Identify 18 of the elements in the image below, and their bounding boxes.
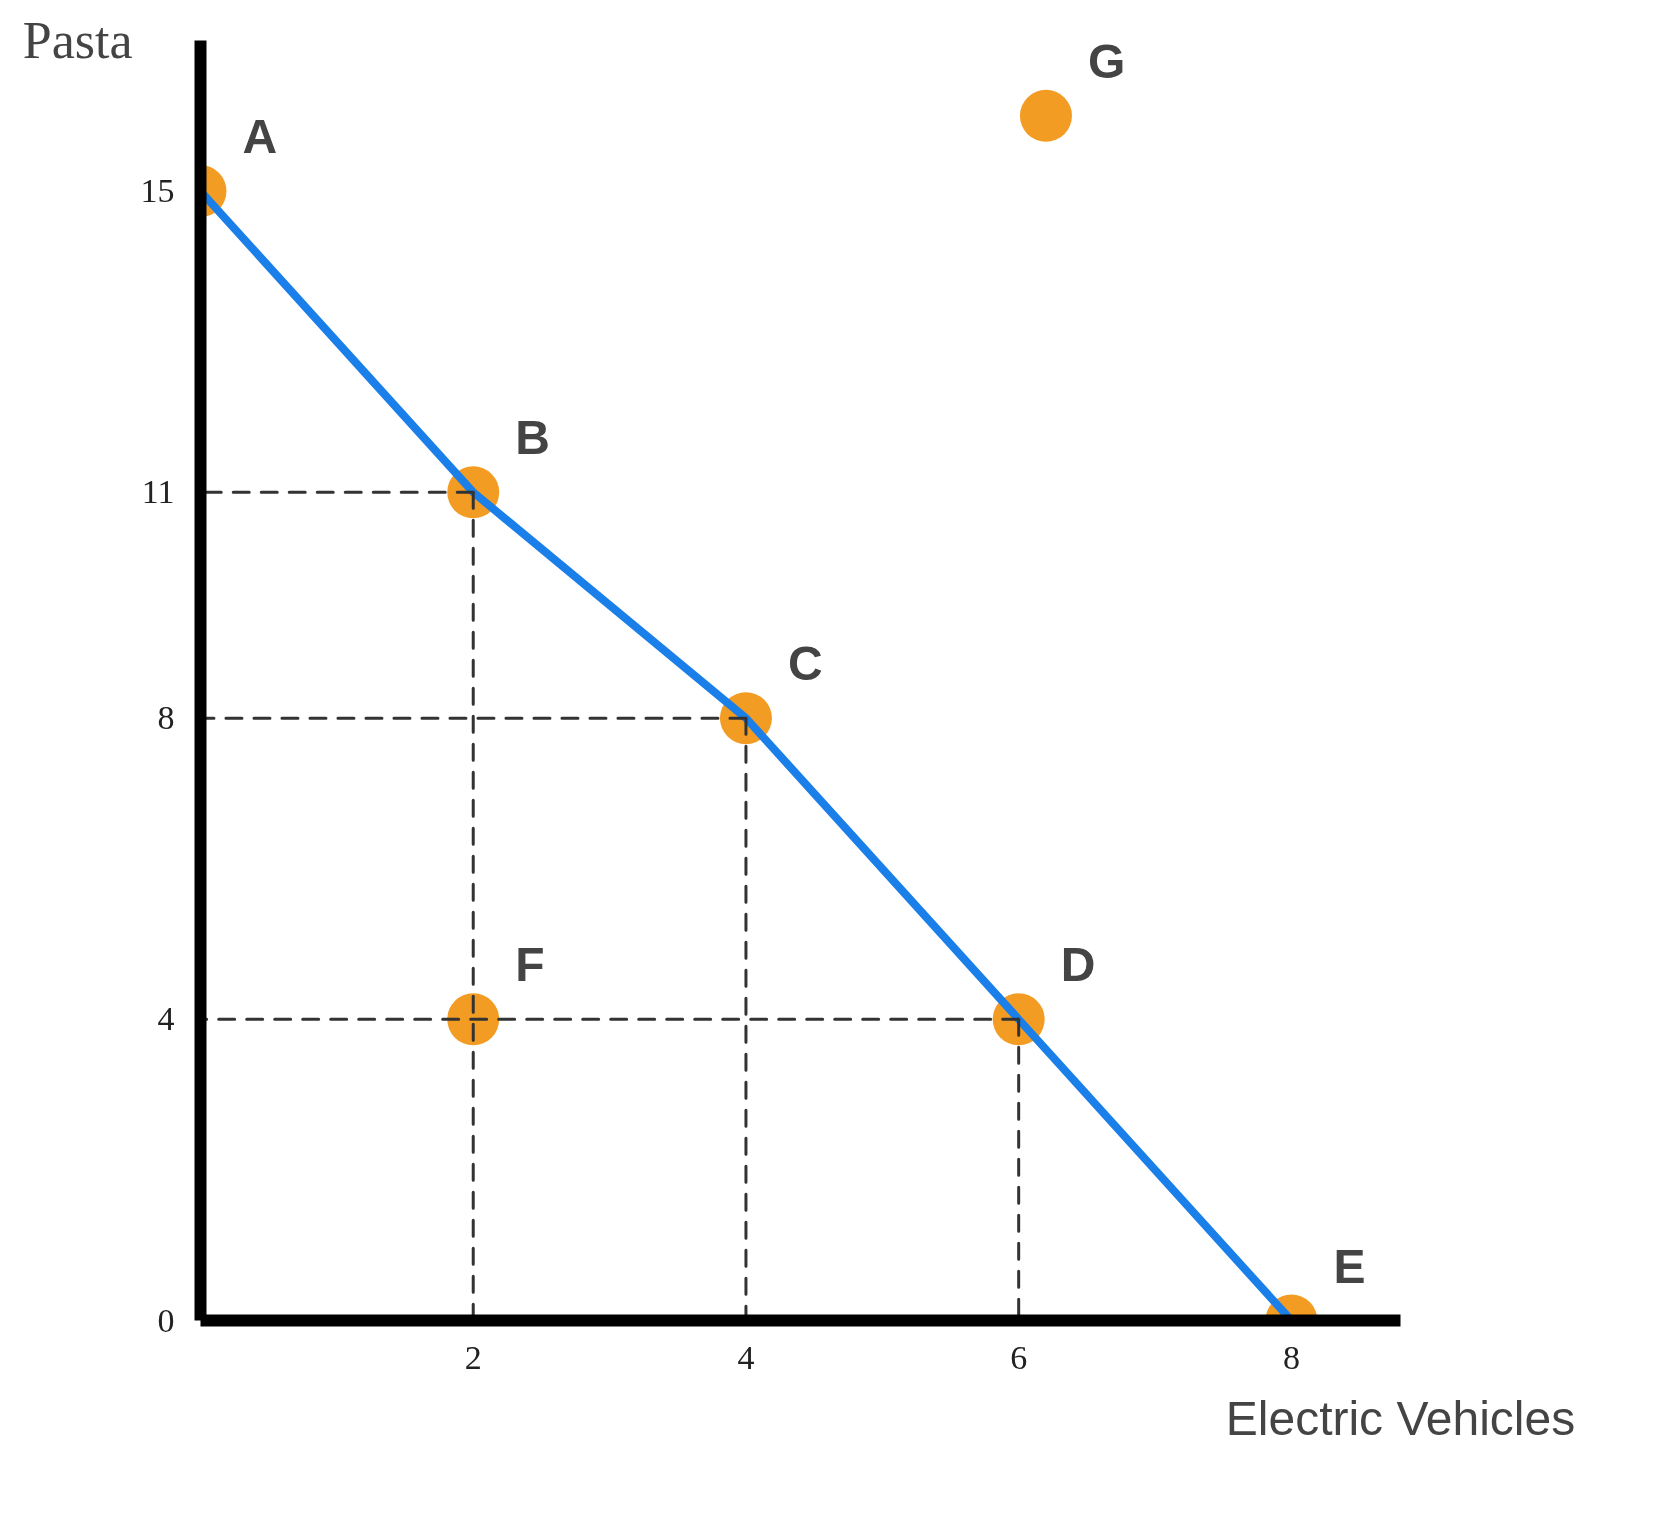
y-axis-title: Pasta	[22, 12, 133, 69]
annotation: B	[515, 411, 550, 465]
x-tick-label: 4	[737, 1338, 755, 1376]
annotation: G	[1087, 34, 1126, 88]
y-tick-label: 15	[140, 172, 175, 210]
annotation: E	[1333, 1239, 1366, 1293]
x-tick-label: 6	[1010, 1338, 1028, 1376]
annotation: A	[242, 110, 278, 164]
annotation: C	[787, 637, 823, 691]
x-axis-title: Electric Vehicles	[1225, 1391, 1576, 1445]
annotation: F	[515, 938, 545, 992]
y-tick-label: 8	[157, 699, 175, 737]
y-tick-label: 11	[141, 473, 175, 511]
x-tick-label: 8	[1282, 1338, 1300, 1376]
annotation: D	[1060, 938, 1096, 992]
y-tick-label: 4	[157, 1000, 175, 1038]
x-tick-label: 2	[464, 1338, 482, 1376]
y-tick-label: 0	[157, 1301, 175, 1339]
